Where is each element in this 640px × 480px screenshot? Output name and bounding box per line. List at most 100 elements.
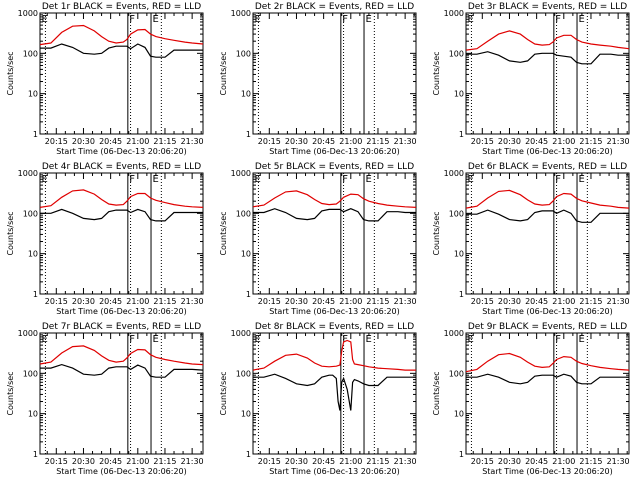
- y-axis-label: Counts/sec: [219, 51, 228, 95]
- panel-title: Det 3r BLACK = Events, RED = LLD: [468, 2, 627, 12]
- flag-label: F: [129, 334, 135, 345]
- detector-panel-7: Det 7r BLACK = Events, RED = LLD 1 10 100 10…: [6, 322, 204, 476]
- plot-frame: [39, 332, 204, 455]
- x-tick-label: 21:00: [126, 457, 149, 466]
- y-tick-label: 1: [246, 290, 251, 299]
- flag-label: E: [467, 14, 473, 25]
- y-tick-label: 100: [23, 369, 38, 378]
- y-axis-label: Counts/sec: [6, 51, 15, 95]
- detector-panel-8: Det 8r BLACK = Events, RED = LLD 1 10 100 10…: [219, 322, 417, 476]
- x-axis-label: Start Time (06-Dec-13 20:06:20): [56, 307, 187, 316]
- x-tick-label: 21:30: [607, 137, 630, 146]
- x-tick-label: 21:15: [366, 297, 389, 306]
- x-tick-label: 21:30: [607, 457, 630, 466]
- y-axis-label: Counts/sec: [219, 371, 228, 415]
- x-axis-label: Start Time (06-Dec-13 20:06:20): [269, 307, 400, 316]
- x-tick-label: 20:15: [258, 457, 281, 466]
- flag-label: E: [152, 174, 158, 185]
- flag-label: F: [342, 334, 348, 345]
- x-tick-label: 21:15: [153, 137, 176, 146]
- y-tick-label: 100: [236, 209, 251, 218]
- flag-label: F: [342, 174, 348, 185]
- y-tick-label: 100: [23, 209, 38, 218]
- events-series-line: [40, 43, 203, 58]
- events-series-line: [466, 373, 629, 385]
- x-tick-label: 21:00: [552, 297, 575, 306]
- x-tick-label: 21:30: [394, 457, 417, 466]
- panel-title: Det 6r BLACK = Events, RED = LLD: [468, 162, 627, 172]
- lld-series-line: [252, 190, 417, 208]
- panel-title: Det 8r BLACK = Events, RED = LLD: [255, 322, 414, 332]
- y-tick-label: 10: [241, 250, 251, 259]
- y-tick-label: 10: [28, 90, 38, 99]
- x-tick-label: 20:15: [471, 297, 494, 306]
- flag-label: F: [555, 174, 561, 185]
- y-axis-label: Counts/sec: [6, 211, 15, 255]
- flag-label: E: [365, 334, 371, 345]
- y-tick-label: 100: [449, 209, 464, 218]
- flag-label: E: [152, 14, 158, 25]
- x-tick-label: 21:00: [126, 297, 149, 306]
- x-tick-label: 20:15: [45, 457, 68, 466]
- x-tick-label: 20:30: [285, 137, 308, 146]
- flag-label: E: [41, 14, 47, 25]
- x-axis-label: Start Time (06-Dec-13 20:06:20): [269, 467, 400, 476]
- x-axis-label: Start Time (06-Dec-13 20:06:20): [482, 307, 613, 316]
- x-tick-label: 20:30: [285, 297, 308, 306]
- panel-title: Det 9r BLACK = Events, RED = LLD: [468, 322, 627, 332]
- x-tick-label: 21:30: [394, 297, 417, 306]
- flag-label: E: [578, 174, 584, 185]
- flag-label: E: [254, 174, 260, 185]
- x-tick-label: 20:30: [285, 457, 308, 466]
- x-tick-label: 20:45: [525, 297, 548, 306]
- x-tick-label: 21:00: [339, 457, 362, 466]
- y-axis-label: Counts/sec: [432, 211, 441, 255]
- y-tick-label: 1: [33, 290, 38, 299]
- lld-series-line: [252, 339, 416, 371]
- x-tick-label: 20:15: [471, 137, 494, 146]
- events-series-line: [253, 208, 416, 222]
- y-tick-label: 1000: [18, 9, 38, 18]
- y-tick-label: 100: [236, 49, 251, 58]
- x-tick-label: 21:30: [394, 137, 417, 146]
- y-tick-label: 1: [246, 130, 251, 139]
- plot-frame: [252, 332, 417, 455]
- x-tick-label: 21:30: [607, 297, 630, 306]
- lld-series-line: [465, 352, 630, 373]
- x-tick-label: 21:00: [126, 137, 149, 146]
- x-axis-label: Start Time (06-Dec-13 20:06:20): [56, 147, 187, 156]
- y-axis-label: Counts/sec: [219, 211, 228, 255]
- plot-frame: [465, 12, 630, 135]
- y-tick-label: 10: [454, 250, 464, 259]
- x-axis-label: Start Time (06-Dec-13 20:06:20): [56, 467, 187, 476]
- y-tick-label: 1: [33, 130, 38, 139]
- x-tick-label: 20:45: [312, 137, 335, 146]
- flag-label: F: [129, 14, 135, 25]
- x-tick-label: 21:30: [181, 297, 204, 306]
- events-series-line: [40, 208, 203, 222]
- flag-label: E: [578, 14, 584, 25]
- y-tick-label: 100: [449, 369, 464, 378]
- x-tick-label: 20:30: [498, 457, 521, 466]
- y-tick-label: 1000: [18, 329, 38, 338]
- x-tick-label: 21:30: [181, 457, 204, 466]
- flag-label: E: [578, 334, 584, 345]
- detector-panel-2: Det 2r BLACK = Events, RED = LLD 1 10 100 10…: [219, 2, 417, 156]
- y-tick-label: 1000: [231, 169, 251, 178]
- events-series-line: [466, 51, 629, 65]
- y-tick-label: 1000: [231, 9, 251, 18]
- flag-label: F: [129, 174, 135, 185]
- flag-label: E: [254, 14, 260, 25]
- x-axis-label: Start Time (06-Dec-13 20:06:20): [482, 147, 613, 156]
- flag-label: E: [467, 174, 473, 185]
- x-tick-label: 21:15: [153, 457, 176, 466]
- x-axis-label: Start Time (06-Dec-13 20:06:20): [269, 147, 400, 156]
- panel-title: Det 1r BLACK = Events, RED = LLD: [42, 2, 201, 12]
- y-tick-label: 1: [459, 290, 464, 299]
- x-axis-label: Start Time (06-Dec-13 20:06:20): [482, 467, 613, 476]
- flag-label: E: [152, 334, 158, 345]
- x-tick-label: 20:30: [72, 297, 95, 306]
- x-tick-label: 20:45: [99, 457, 122, 466]
- x-tick-label: 20:15: [471, 457, 494, 466]
- y-axis-label: Counts/sec: [432, 371, 441, 415]
